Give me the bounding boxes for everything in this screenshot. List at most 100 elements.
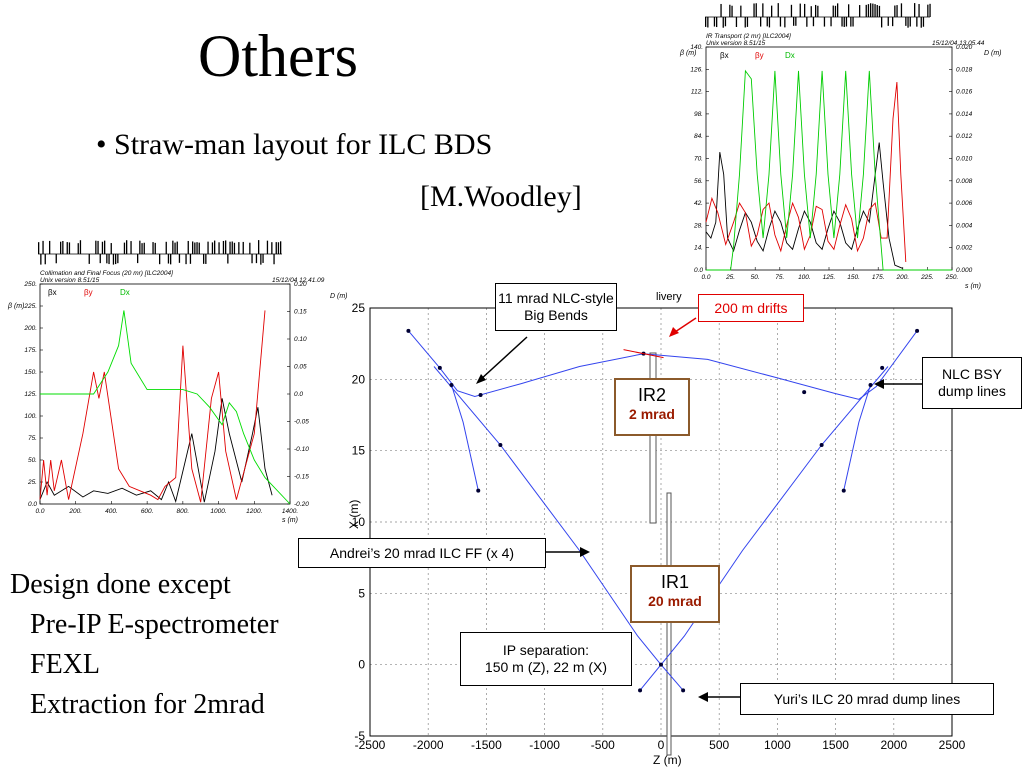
lattice-element — [872, 3, 874, 17]
lattice-element — [242, 241, 244, 254]
legend-dx: Dx — [120, 288, 130, 297]
y-tick-label: 125. — [24, 391, 37, 398]
optics-curve-βx — [705, 142, 903, 269]
x-tick-label: -1000 — [529, 738, 560, 752]
lattice-element — [894, 5, 896, 18]
lattice-element — [755, 3, 757, 17]
beamline-node-marker — [476, 488, 481, 493]
lattice-element — [233, 242, 236, 254]
plot-title: IR Transport (2 mr) [ILC2004] — [706, 33, 791, 40]
y2-tick-label: 0.012 — [956, 133, 973, 140]
lattice-element — [176, 241, 178, 254]
lattice-element — [845, 17, 848, 27]
y-tick-label: 56. — [694, 178, 703, 185]
ip-separation-callout: IP separation: 150 m (Z), 22 m (X) — [460, 632, 632, 686]
lattice-element — [115, 254, 117, 265]
big-bends-callout: 11 mrad NLC-style Big Bends — [495, 283, 617, 331]
y2-tick-label: 0.002 — [956, 245, 973, 252]
collimation-ff-optics-plot: Collimation and Final Focus (20 mr) [ILC… — [7, 240, 348, 524]
y2-tick-label: 0.018 — [956, 66, 973, 73]
yuri-dump-callout: Yuri’s ILC 20 mrad dump lines — [740, 683, 994, 715]
y-tick-label: 42. — [694, 200, 703, 207]
lattice-element — [137, 254, 139, 264]
x-tick-label: 400. — [105, 508, 118, 515]
lattice-element — [830, 17, 832, 27]
lattice-element — [887, 17, 889, 26]
y2-tick-label: 0.006 — [956, 200, 973, 207]
y-tick-label: 150. — [24, 369, 37, 376]
beamline-node-marker — [638, 688, 643, 693]
lattice-element — [218, 242, 220, 254]
design-line-extraction: Extraction for 2mrad — [30, 689, 265, 720]
lattice-element — [55, 254, 57, 264]
x-tick-label: -500 — [591, 738, 615, 752]
lattice-element — [139, 240, 141, 254]
x-tick-label: 25. — [725, 274, 735, 281]
arrowhead — [874, 379, 884, 389]
lattice-element — [900, 3, 903, 18]
ir2-angle: 2 mrad — [629, 406, 675, 422]
y-tick-label: 15 — [352, 444, 366, 458]
lattice-element — [907, 17, 909, 28]
beamline-6 — [660, 366, 889, 666]
beamline-node-marker — [449, 383, 454, 388]
x-tick-label: 175. — [872, 274, 885, 281]
lattice-element — [850, 17, 852, 27]
beamline-node-marker — [659, 662, 663, 667]
lattice-element — [229, 241, 231, 254]
beamline-node-marker — [406, 328, 411, 333]
lattice-element — [178, 254, 181, 263]
arrowhead — [580, 547, 590, 557]
plot-title: Collimation and Final Focus (20 mr) [ILC… — [40, 270, 173, 277]
lattice-element — [832, 5, 834, 17]
optics-curve-Dx — [40, 310, 291, 505]
beamline-3 — [451, 384, 479, 491]
y2-tick-label: -0.10 — [294, 446, 309, 453]
lattice-element — [922, 17, 925, 27]
plot-subtitle: Unix version 8.51/15 — [706, 40, 766, 47]
x-tick-label: 2000 — [880, 738, 907, 752]
y2-tick-label: -0.15 — [294, 474, 309, 481]
beamline-node-marker — [915, 328, 920, 333]
y-tick-label: 75. — [28, 435, 37, 442]
lattice-element — [258, 240, 260, 254]
lattice-element — [275, 242, 277, 254]
lattice-element — [867, 4, 870, 18]
beamline-node-marker — [478, 393, 483, 398]
y2-tick-label: 0.004 — [956, 222, 973, 229]
lattice-element — [843, 17, 845, 27]
lattice-element — [227, 254, 229, 264]
x-tick-label: 2500 — [939, 738, 966, 752]
lattice-element — [766, 17, 768, 27]
lattice-element — [874, 4, 876, 17]
lattice-element — [720, 3, 722, 17]
lattice-element — [66, 242, 68, 254]
ir1-detector-line — [666, 492, 672, 756]
lattice-element — [918, 4, 920, 18]
lattice-element — [784, 17, 786, 28]
x-tick-label: 0 — [658, 738, 665, 752]
x-tick-label: 1000 — [764, 738, 791, 752]
y2-tick-label: 0.000 — [956, 267, 973, 274]
ir2-detector-line — [649, 352, 657, 524]
lattice-element — [731, 5, 733, 17]
lattice-element — [231, 241, 233, 254]
lattice-element — [77, 243, 79, 254]
lattice-element — [744, 17, 746, 28]
plot-date: 15/12/04 12.41.09 — [272, 277, 325, 284]
y-tick-label: 126. — [690, 66, 703, 73]
y2-tick-label: 0.20 — [294, 281, 307, 288]
x-tick-label: 500 — [709, 738, 729, 752]
lattice-element — [214, 240, 216, 254]
lattice-element — [174, 242, 176, 254]
legend-dx: Dx — [785, 51, 795, 60]
lattice-element — [185, 254, 187, 265]
lattice-element — [777, 3, 779, 17]
x-axis-label: s (m) — [282, 517, 298, 524]
lattice-element — [104, 240, 106, 254]
lattice-element — [95, 240, 97, 254]
beamline-node-marker — [880, 365, 885, 370]
arrow-big-bends — [479, 336, 528, 381]
lattice-element — [929, 3, 931, 18]
beamline-node-marker — [819, 442, 824, 447]
